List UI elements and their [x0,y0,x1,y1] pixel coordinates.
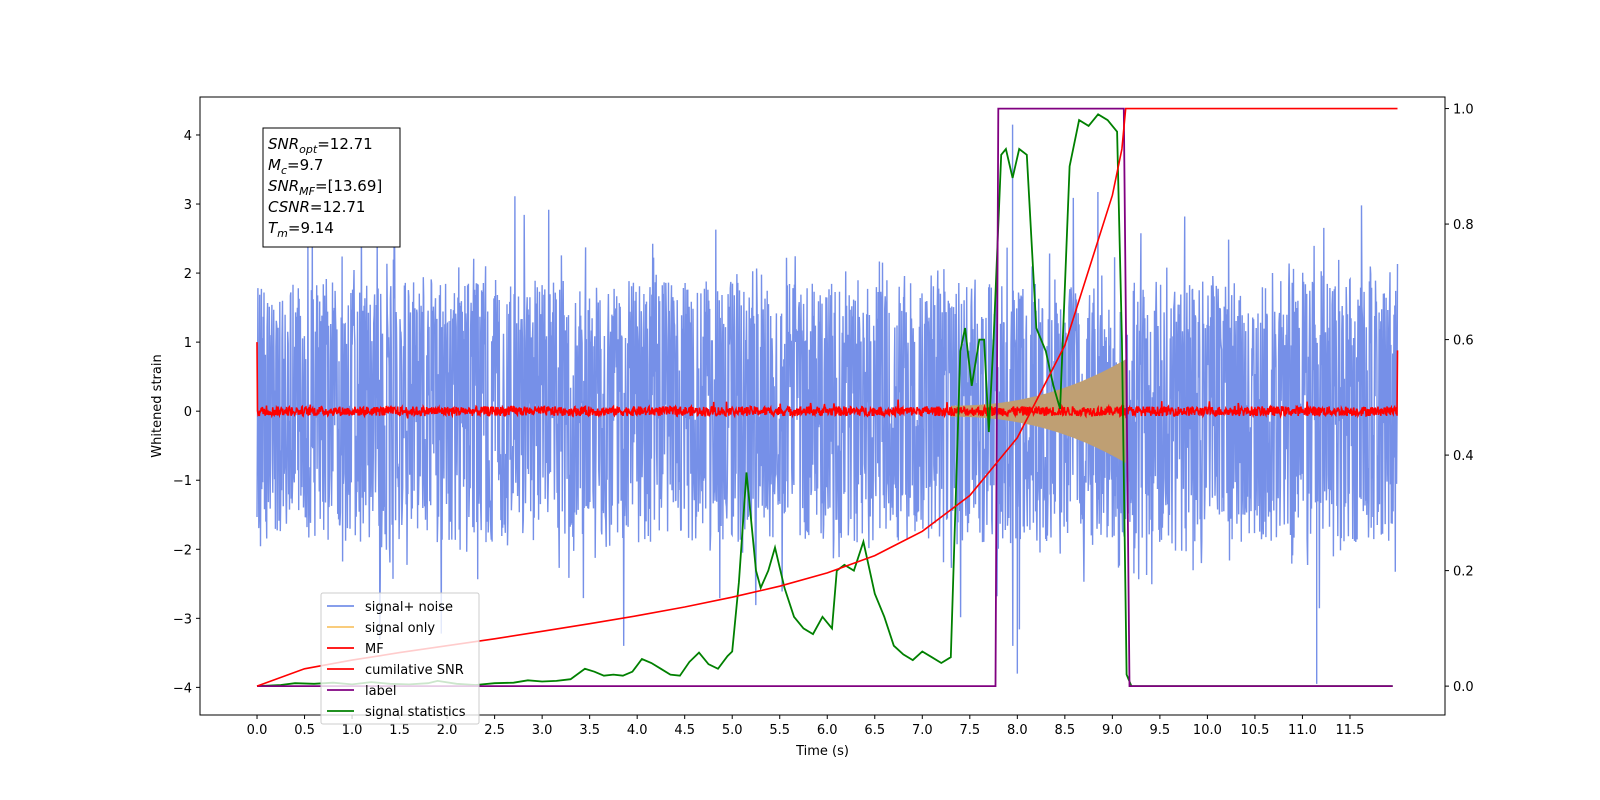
x-tick-label: 1.0 [342,723,363,738]
x-tick-label: 5.5 [769,723,790,738]
label-line [257,107,1393,687]
y2-tick-label: 0.6 [1453,334,1474,349]
x-tick-label: 0.0 [247,723,268,738]
label-layer [257,107,1393,687]
y2-tick-label: 0.4 [1453,449,1474,464]
legend-label: cumilative SNR [365,663,464,678]
x-tick-label: 11.0 [1288,723,1317,738]
x-tick-label: 3.0 [532,723,553,738]
mf-layer [256,342,1399,419]
x-tick-label: 10.5 [1240,723,1269,738]
x-tick-label: 4.5 [674,723,695,738]
stats-annotation-box: SNRopt=12.71Mc=9.7SNRMF=[13.69]CSNR=12.7… [262,127,401,248]
signal-noise-layer [256,124,1399,684]
x-tick-label: 8.5 [1055,723,1076,738]
x-tick-label: 9.5 [1150,723,1171,738]
x-axis-label: Time (s) [795,744,849,759]
plot-frame [199,96,1446,716]
x-tick-label: 1.5 [389,723,410,738]
x-tick-label: 6.0 [817,723,838,738]
y-tick-label: −4 [173,681,192,696]
x-tick-label: 7.5 [959,723,980,738]
signal-statistics-layer [256,113,1393,687]
legend-label: signal statistics [365,705,466,720]
x-axis-ticks: 0.0 0.5 1.0 1.5 2.0 2.5 3.0 3.5 4.0 4.5 5.0 5.5 6.0 6… [247,715,1364,738]
x-tick-label: 10.0 [1193,723,1222,738]
x-tick-label: 9.0 [1102,723,1123,738]
stats-line: Tm=9.14 [268,219,334,240]
legend-frame [320,592,480,725]
legend-label: MF [365,642,384,657]
y2-tick-label: 0.0 [1453,680,1474,695]
x-tick-label: 7.0 [912,723,933,738]
x-tick-label: 2.0 [437,723,458,738]
legend-label: label [365,684,396,699]
y-tick-label: 1 [184,336,192,351]
stats-line: Mc=9.7 [268,156,323,177]
stats-line: CSNR=12.71 [268,198,365,216]
stats-line: SNRopt=12.71 [268,135,373,156]
x-tick-label: 5.0 [722,723,743,738]
x-tick-label: 3.5 [579,723,600,738]
y-axis-label: Whitened strain [150,354,165,457]
y2-tick-label: 0.2 [1453,565,1474,580]
y-tick-label: 0 [184,405,192,420]
x-tick-label: 4.0 [627,723,648,738]
y-tick-label: 2 [184,267,192,282]
y-tick-label: −2 [173,543,192,558]
stats-line: SNRMF=[13.69] [268,177,382,198]
y-axis-ticks: 4 3 2 1 0 −1 −2 −3 −4 [173,129,200,696]
y2-axis-ticks: 1.0 0.8 0.6 0.4 0.2 0.0 [1445,103,1474,695]
signal-statistics-line [256,113,1393,687]
y-tick-label: −1 [173,474,192,489]
y2-tick-label: 0.8 [1453,218,1474,233]
x-tick-label: 6.5 [864,723,885,738]
mf-line [256,342,1399,419]
y-tick-label: −3 [173,612,192,627]
y-tick-label: 4 [184,129,192,144]
legend-label: signal+ noise [365,600,453,615]
x-tick-label: 11.5 [1335,723,1364,738]
signal-noise-line [256,176,1399,646]
y2-tick-label: 1.0 [1453,103,1474,118]
stats-box-frame [262,127,401,248]
legend-label: signal only [365,621,435,636]
legend: signal+ noise signal only MF cumilative SNR… [320,592,480,725]
x-tick-label: 8.0 [1007,723,1028,738]
y-tick-label: 3 [184,198,192,213]
x-tick-label: 0.5 [294,723,315,738]
x-tick-label: 2.5 [484,723,505,738]
